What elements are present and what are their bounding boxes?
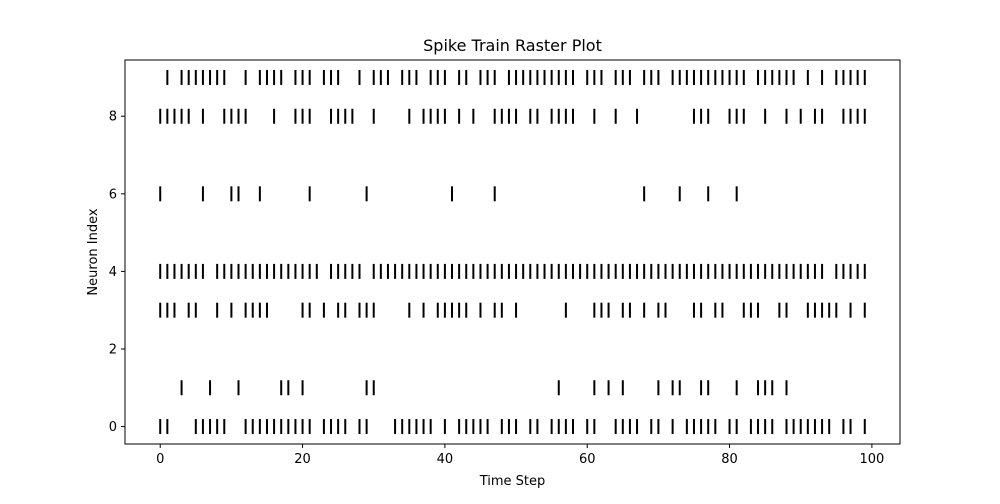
spike-train-neuron-6: [159, 186, 738, 202]
y-tick-label: 0: [109, 420, 117, 435]
y-tick-label: 2: [109, 342, 117, 357]
y-tick-label: 4: [109, 265, 117, 280]
x-tick-label: 100: [859, 452, 884, 467]
spike-train-neuron-8: [159, 108, 866, 124]
spike-train-neuron-0: [159, 419, 866, 435]
x-tick-label: 60: [579, 452, 596, 467]
spike-train-neuron-3: [159, 302, 866, 318]
x-tick-label: 0: [156, 452, 164, 467]
plot-frame: [124, 59, 901, 445]
x-axis-label: Time Step: [479, 474, 546, 489]
x-tick-label: 80: [721, 452, 738, 467]
y-tick-label: 8: [109, 110, 117, 125]
chart-title: Spike Train Raster Plot: [423, 36, 602, 55]
y-tick-label: 6: [109, 187, 117, 202]
y-axis-label: Neuron Index: [86, 208, 101, 295]
spike-layer: [159, 69, 866, 435]
spike-train-neuron-1: [180, 380, 788, 396]
x-tick-label: 20: [294, 452, 311, 467]
spike-train-neuron-9: [166, 69, 866, 85]
x-tick-label: 40: [437, 452, 454, 467]
spike-train-neuron-4: [159, 263, 866, 279]
y-axis-ticks: 0 2 4 6 8: [109, 110, 125, 435]
x-axis-ticks: 0 20 40 60 80 100: [156, 444, 884, 467]
